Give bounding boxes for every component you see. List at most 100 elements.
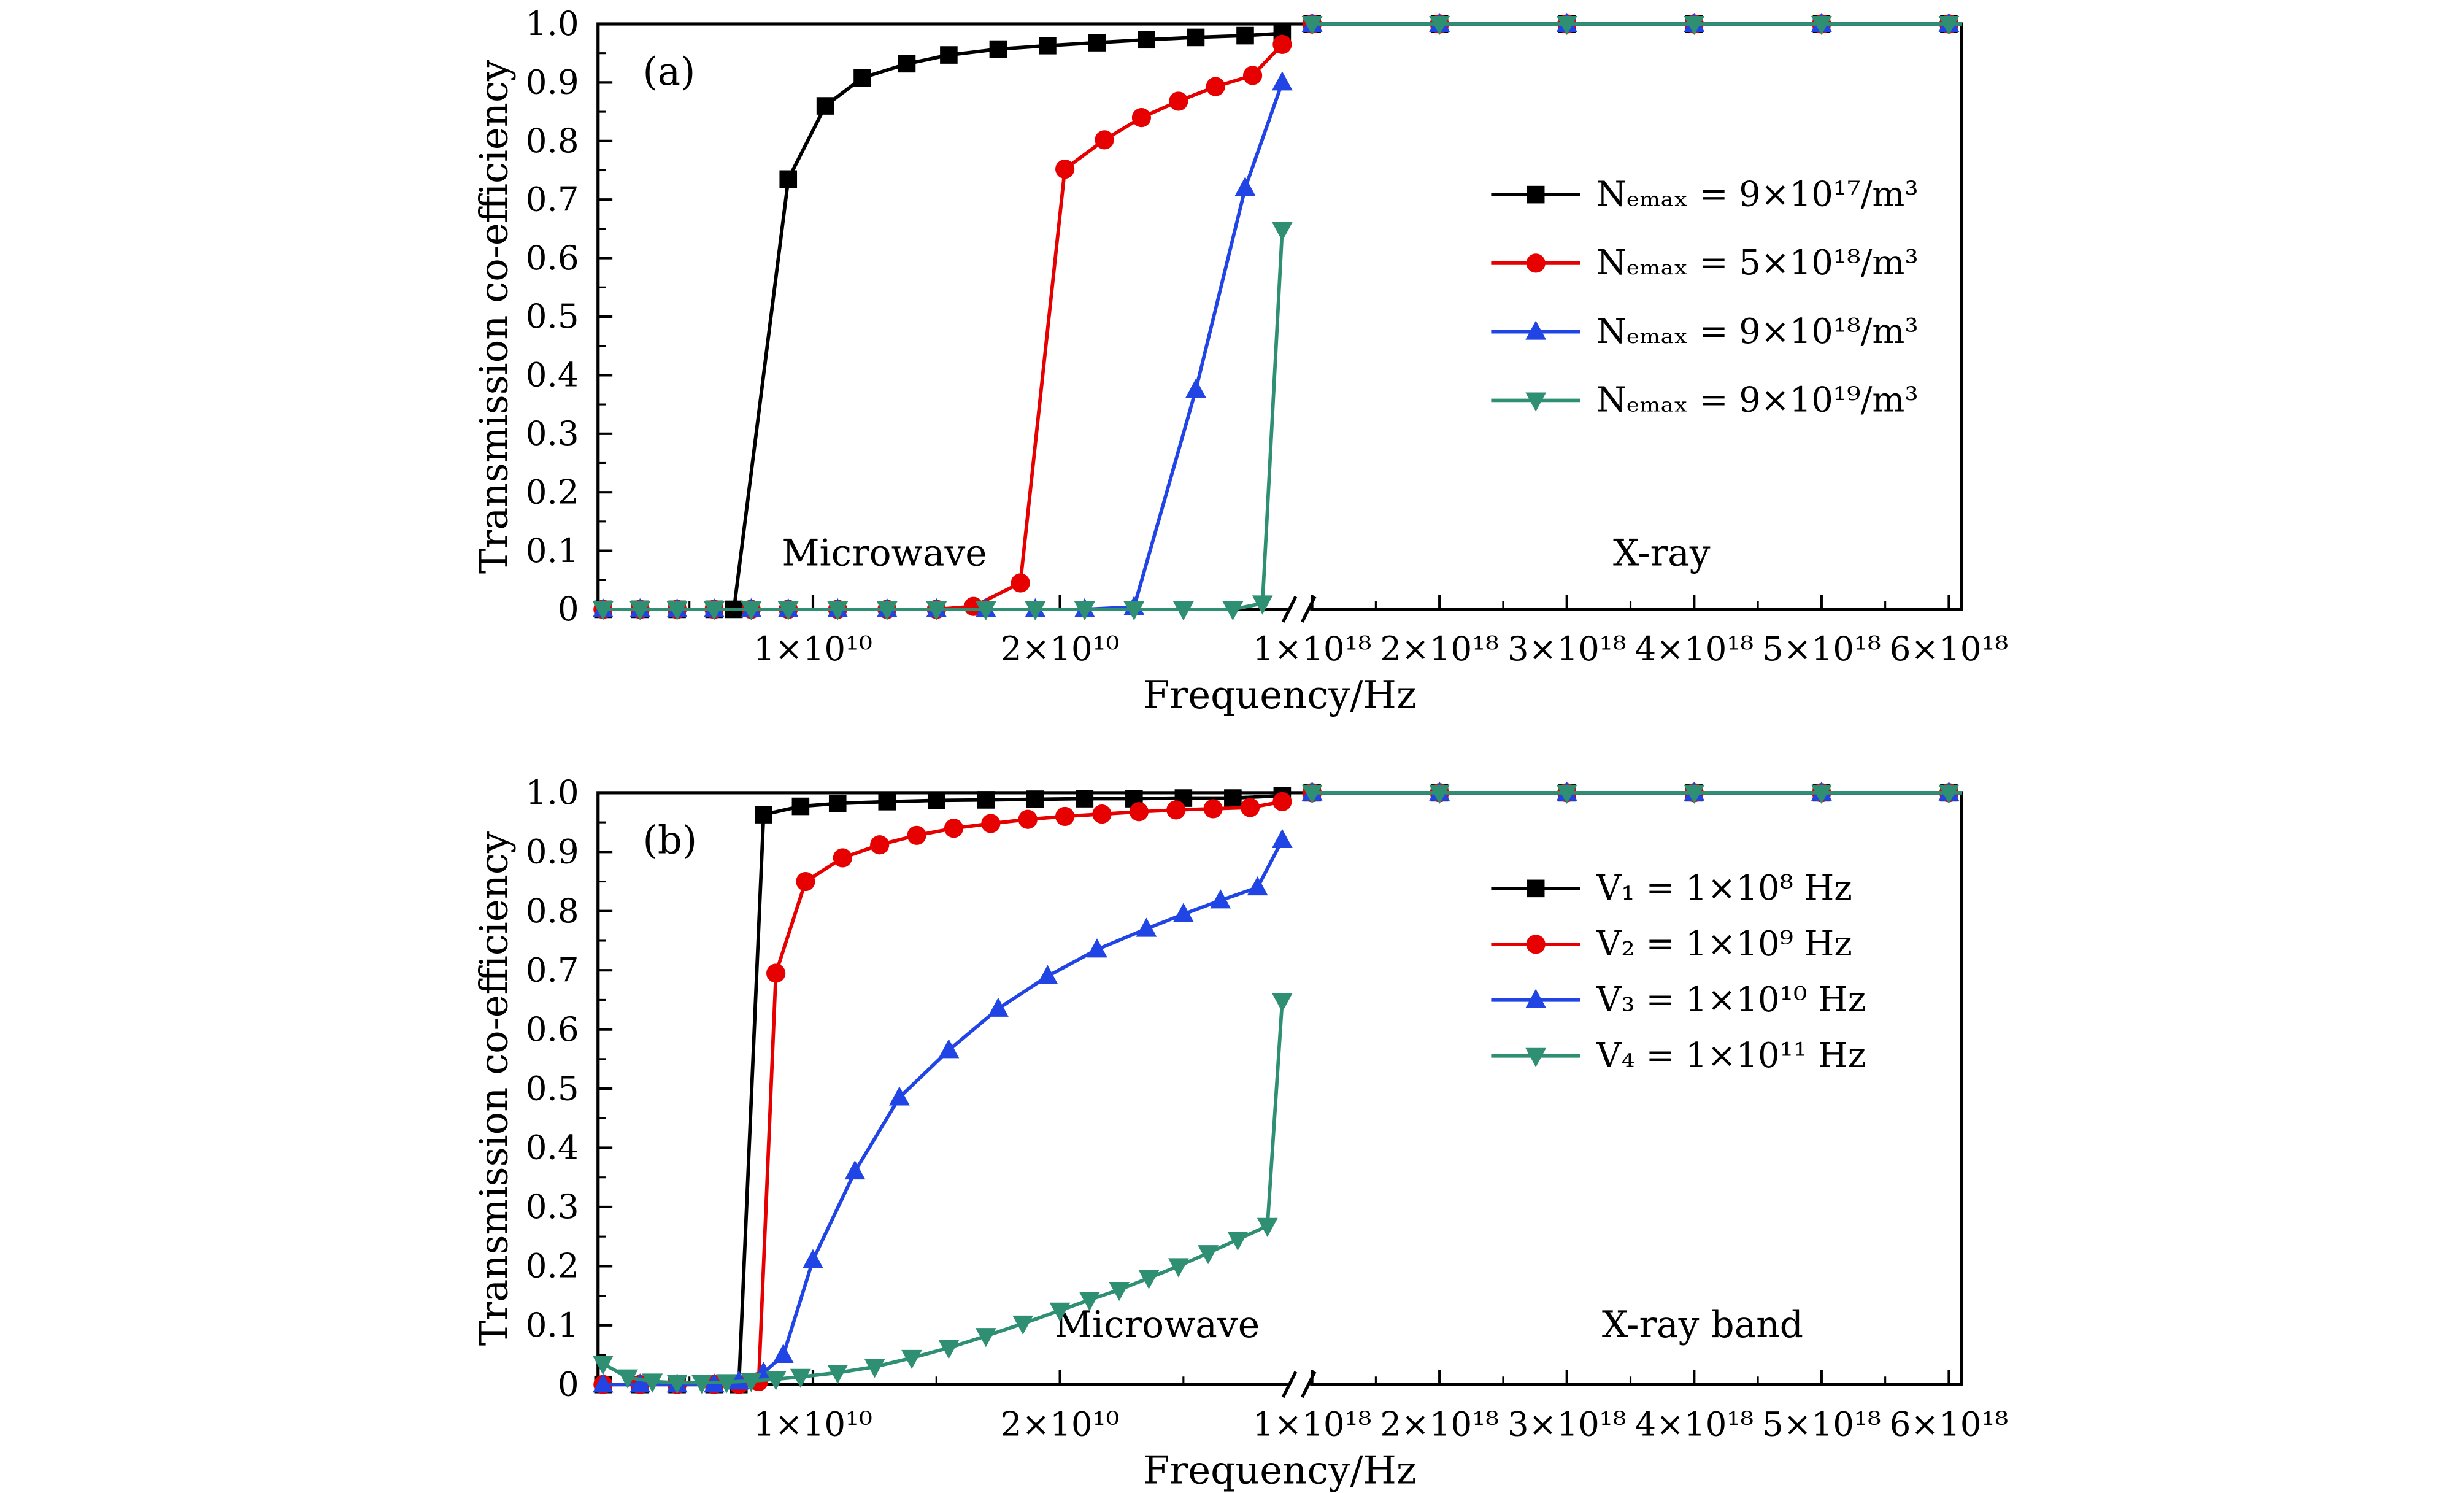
data-point-marker-triangle-down <box>1938 15 1960 36</box>
legend-label: V₁ = 1×10⁸ Hz <box>1596 868 1852 908</box>
panel-label: (a) <box>643 49 696 94</box>
data-point-marker-triangle-up <box>629 1373 651 1393</box>
y-tick-label: 0.9 <box>526 63 579 102</box>
data-point-marker-triangle-down <box>1301 784 1323 804</box>
data-point-marker-triangle-up <box>1525 320 1547 340</box>
axis-break-mark <box>1300 1371 1317 1398</box>
data-point-marker-circle <box>1526 935 1546 954</box>
x-tick-label: 2×10¹⁰ <box>1001 629 1120 668</box>
x-tick-label: 2×10¹⁰ <box>1001 1404 1120 1443</box>
axis-break-mark <box>1281 595 1298 623</box>
x-tick-label: 5×10¹⁸ <box>1762 629 1881 668</box>
data-point-marker-triangle-down <box>765 1371 787 1391</box>
data-point-marker-circle <box>1055 159 1075 179</box>
data-point-marker-square <box>828 794 847 812</box>
data-point-marker-triangle-up <box>1136 917 1157 937</box>
data-point-marker-triangle-down <box>1252 595 1273 615</box>
data-point-marker-triangle-down <box>1525 392 1547 412</box>
data-point-marker-triangle-down <box>975 1328 996 1348</box>
data-point-marker-triangle-down <box>1172 601 1194 621</box>
data-point-marker-square <box>1088 34 1106 52</box>
data-point-marker-triangle-down <box>1684 784 1705 804</box>
data-point-marker-triangle-down <box>1429 784 1450 804</box>
data-point-marker-triangle-up <box>1185 379 1206 398</box>
x-axis: 1×10¹⁰ 2×10¹⁰ 1×10¹⁸ 2×10¹⁸ 3×10¹⁸ 4×10¹⁸ 5×10… <box>688 595 2008 668</box>
axis-break-gap <box>1287 1381 1311 1388</box>
y-tick-label: 1.0 <box>526 4 579 43</box>
data-point-marker-triangle-down <box>704 601 725 621</box>
data-point-marker-triangle-up <box>938 1039 960 1059</box>
data-point-marker-circle <box>1131 108 1152 128</box>
data-point-marker-circle <box>1166 800 1186 820</box>
x-tick-label: 1×10¹⁸ <box>1253 1404 1372 1443</box>
data-point-marker-triangle-down <box>617 1369 638 1389</box>
x-tick-label: 1×10¹⁸ <box>1253 629 1372 668</box>
data-point-marker-circle <box>1092 804 1112 824</box>
data-point-marker-triangle-down <box>790 1368 811 1388</box>
data-point-marker-triangle-down <box>975 601 996 621</box>
data-point-marker-triangle-down <box>592 1356 614 1375</box>
data-point-marker-square <box>940 46 958 64</box>
data-point-marker-triangle-up <box>772 1343 794 1364</box>
y-tick-label: 0.3 <box>526 1187 579 1226</box>
data-point-marker-square <box>1187 28 1205 47</box>
data-point-marker-square <box>1039 36 1057 55</box>
data-point-marker-square <box>779 170 798 188</box>
x-tick-label: 1×10¹⁰ <box>753 629 872 668</box>
panel-b: 0 0.1 0.2 0.3 0.4 0.5 0.6 0.7 0.8 0.9 1.0 1×10¹⁰ 2×1… <box>472 773 2009 1492</box>
y-tick-label: 0.2 <box>526 1246 579 1286</box>
data-point-marker-triangle-down <box>926 601 947 621</box>
y-tick-label: 0.4 <box>526 355 579 395</box>
data-point-marker-triangle-down <box>1198 1245 1219 1265</box>
data-point-marker-triangle-down <box>666 1375 688 1394</box>
data-point-marker-circle <box>1011 573 1030 593</box>
legend-label: V₄ = 1×10¹¹ Hz <box>1596 1036 1866 1076</box>
x-axis-title: Frequency/Hz <box>1143 1448 1417 1492</box>
data-point-marker-square <box>1224 789 1242 807</box>
data-point-marker-triangle-down <box>876 601 898 621</box>
data-point-marker-square <box>755 806 772 824</box>
panel-label: (b) <box>643 818 698 863</box>
data-point-marker-circle <box>944 819 964 838</box>
data-point-marker-triangle-down <box>1012 1315 1034 1335</box>
data-point-marker-circle <box>907 825 926 845</box>
data-point-marker-triangle-down <box>666 601 688 621</box>
data-point-marker-circle <box>1526 253 1546 273</box>
y-tick-label: 0.7 <box>526 950 579 989</box>
data-point-marker-triangle-down <box>1556 784 1577 804</box>
data-point-marker-circle <box>766 963 786 983</box>
data-point-marker-circle <box>1206 77 1225 96</box>
data-point-marker-triangle-down <box>1025 601 1046 621</box>
data-point-marker-square <box>1527 185 1545 204</box>
x-tick-label: 2×10¹⁸ <box>1380 629 1499 668</box>
data-point-marker-triangle-down <box>592 601 614 621</box>
data-point-marker-triangle-down <box>827 601 849 621</box>
y-tick-label: 0.5 <box>526 296 579 336</box>
data-point-marker-triangle-down <box>1222 601 1244 621</box>
y-axis-title: Transmission co-efficiency <box>472 59 517 574</box>
y-axis: 0 0.1 0.2 0.3 0.4 0.5 0.6 0.7 0.8 0.9 1.0 <box>526 773 613 1403</box>
data-point-marker-triangle-up <box>1271 71 1293 91</box>
data-point-marker-triangle-up <box>1271 828 1293 849</box>
data-point-marker-square <box>1527 879 1545 898</box>
data-point-marker-triangle-down <box>716 1374 737 1394</box>
x-tick-label: 2×10¹⁸ <box>1380 1404 1499 1443</box>
x-tick-label: 5×10¹⁸ <box>1762 1404 1881 1443</box>
legend: V₁ = 1×10⁸ Hz V₂ = 1×10⁹ Hz V₃ = 1×10¹⁰ Hz… <box>1491 868 1866 1076</box>
data-point-marker-square <box>1026 790 1044 808</box>
data-point-marker-triangle-down <box>1227 1231 1249 1251</box>
data-point-marker-triangle-down <box>1168 1258 1189 1278</box>
band-annotation: Microwave <box>1055 1304 1260 1346</box>
data-point-marker-triangle-down <box>1811 15 1832 36</box>
y-tick-label: 0.8 <box>526 891 579 930</box>
data-point-marker-triangle-down <box>629 601 651 621</box>
y-tick-label: 0.2 <box>526 472 579 511</box>
panel-a: 0 0.1 0.2 0.3 0.4 0.5 0.6 0.7 0.8 0.9 1.0 1×10¹⁰ 2×1… <box>472 4 2009 717</box>
band-annotation: X-ray band <box>1602 1304 1803 1346</box>
data-point-marker-triangle-down <box>901 1349 922 1370</box>
data-point-marker-square <box>791 797 810 816</box>
y-tick-label: 0 <box>558 1364 579 1403</box>
legend-label: Nₑₘₐₓ = 5×10¹⁸/m³ <box>1596 243 1919 283</box>
data-point-marker-triangle-down <box>1525 1047 1547 1067</box>
data-point-marker-triangle-up <box>1172 903 1194 922</box>
